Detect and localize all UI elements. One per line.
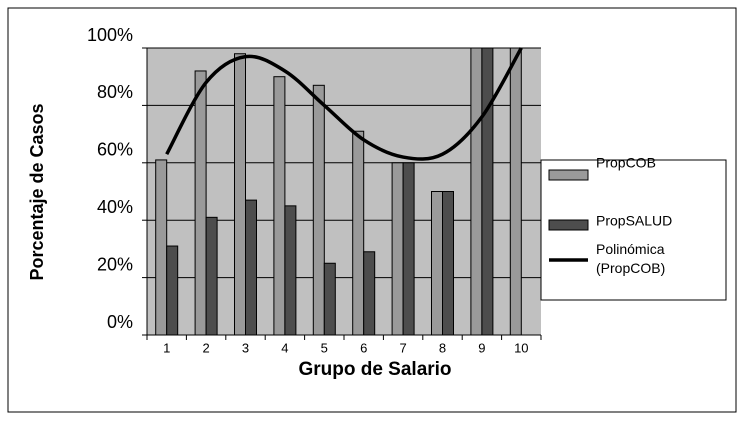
x-tick-label: 5	[321, 340, 328, 355]
bar	[205, 216, 218, 336]
x-axis-label: Grupo de Salario	[298, 359, 451, 380]
trend-line	[165, 47, 523, 161]
x-tick-label: 10	[514, 340, 528, 355]
x-tick-label: 7	[399, 340, 406, 355]
legend-label: Polinómica (PropCOB)	[596, 241, 665, 276]
y-tick-label: 100%	[87, 25, 133, 45]
bar	[431, 191, 443, 336]
bar	[284, 205, 297, 336]
legend-label-line: (PropCOB)	[596, 260, 665, 276]
bar	[363, 251, 376, 336]
x-tick-label: 2	[202, 340, 209, 355]
bar	[402, 162, 415, 336]
bar	[323, 262, 336, 336]
bar	[245, 199, 257, 336]
x-tick-label: 3	[242, 340, 249, 355]
bar	[352, 130, 365, 336]
legend-label: PropCOB	[596, 155, 656, 171]
bar	[155, 159, 168, 336]
bar	[312, 84, 325, 336]
y-tick-label: 0%	[107, 312, 133, 332]
bar	[481, 47, 494, 336]
bar	[166, 245, 179, 336]
x-tick-label: 6	[360, 340, 367, 355]
bar	[194, 70, 207, 336]
bar	[470, 47, 483, 336]
y-tick-label: 80%	[97, 82, 133, 102]
x-tick-label: 1	[163, 340, 170, 355]
y-tick-label: 60%	[97, 140, 133, 160]
y-tick-label: 20%	[97, 254, 133, 274]
x-tick-label: 9	[478, 340, 485, 355]
bar	[509, 47, 522, 336]
x-tick-label: 8	[439, 340, 446, 355]
legend-swatch	[548, 169, 589, 181]
y-axis-label: Porcentaje de Casos	[27, 103, 47, 280]
bar	[234, 53, 246, 336]
legend-label-line: Polinómica	[596, 241, 665, 257]
y-tick-label: 40%	[97, 197, 133, 217]
x-tick-label: 4	[281, 340, 288, 355]
bar	[391, 162, 404, 336]
legend-swatch	[548, 219, 589, 231]
bar	[442, 191, 454, 336]
bar	[273, 76, 286, 336]
legend-label: PropSALUD	[596, 213, 672, 229]
